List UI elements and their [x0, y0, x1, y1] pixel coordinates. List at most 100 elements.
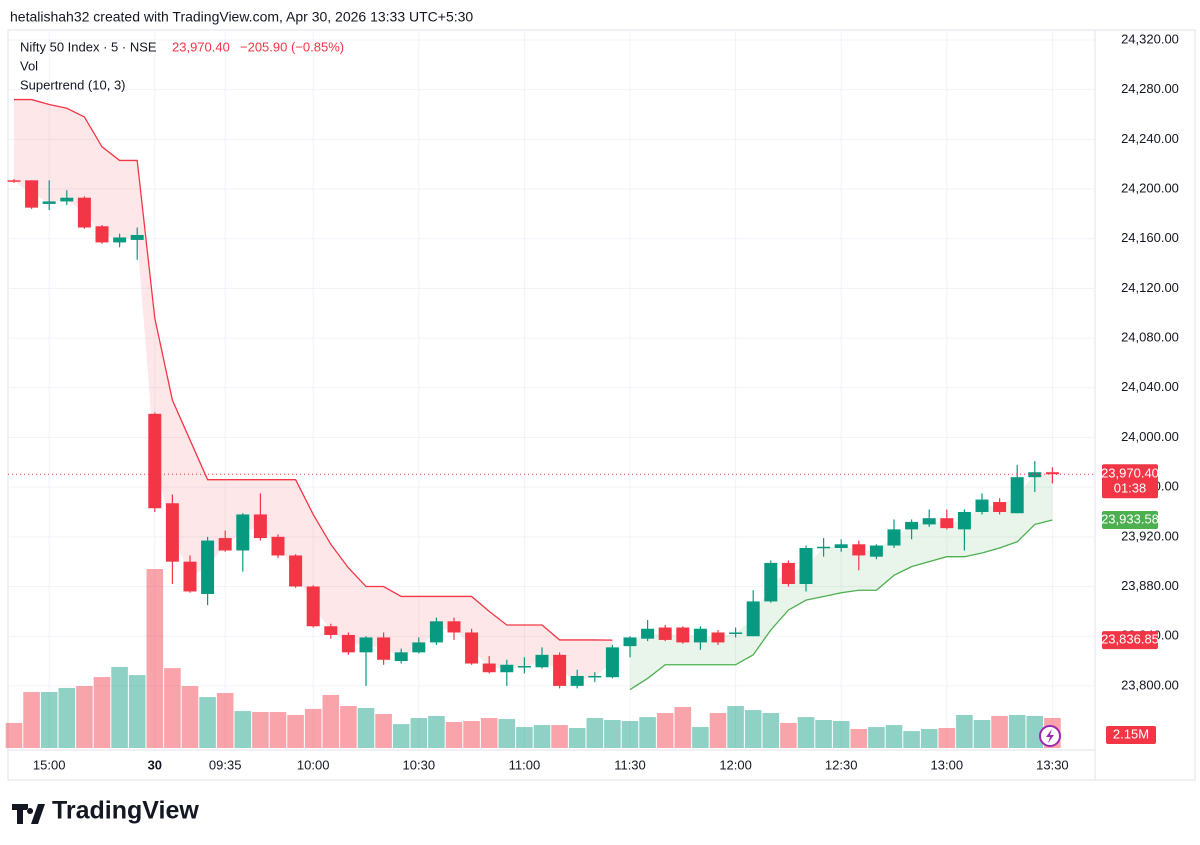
volume-bar	[287, 714, 304, 748]
y-tick-label: 23,920.00	[1121, 528, 1179, 543]
candle-body	[201, 540, 215, 594]
volume-bar	[903, 731, 920, 748]
volume-bar	[93, 677, 111, 748]
x-tick-label: 10:00	[297, 757, 330, 772]
candle-body	[711, 632, 725, 643]
volume-bar	[797, 717, 815, 748]
volume-bar	[146, 569, 164, 748]
candle-body	[658, 627, 672, 640]
volume-bar	[762, 713, 780, 748]
candle-body	[359, 637, 373, 653]
candle-body	[25, 180, 39, 208]
candle-body	[922, 518, 936, 525]
candle-body	[271, 536, 285, 556]
candle-body	[817, 546, 831, 549]
volume-bar	[128, 675, 146, 748]
volume-bar	[586, 718, 604, 748]
supertrend-line	[14, 98, 613, 641]
candle-body	[236, 514, 250, 551]
candle-body	[588, 675, 602, 678]
x-tick-label: 15:00	[33, 757, 66, 772]
y-tick-label: 24,320.00	[1121, 31, 1179, 46]
volume-bar	[357, 707, 375, 748]
volume-bar	[551, 725, 568, 748]
volume-bar	[428, 715, 445, 748]
volume-bar	[568, 727, 586, 748]
candle-body	[377, 637, 391, 660]
volume-bar	[1026, 715, 1044, 748]
y-tick-label: 24,080.00	[1121, 330, 1179, 345]
volume-bar	[410, 718, 428, 748]
volume-bar	[181, 686, 199, 748]
candle-body	[869, 545, 883, 557]
volume-bar	[322, 694, 340, 748]
volume-bar	[375, 713, 392, 748]
legend-change: −205.90 (−0.85%)	[240, 39, 344, 54]
candle-body	[764, 562, 778, 602]
volume-bar	[234, 711, 252, 748]
volume-bar	[5, 722, 23, 748]
candle-body	[693, 628, 707, 643]
volume-bar	[692, 727, 709, 748]
candle-body	[570, 675, 584, 686]
volume-bar	[463, 720, 480, 748]
volume-bar	[744, 710, 762, 748]
candle-body	[746, 601, 760, 637]
x-tick-label: 11:30	[614, 757, 646, 772]
tradingview-logo: TradingView	[12, 797, 199, 825]
volume-bar	[832, 720, 850, 748]
volume-bar	[621, 720, 639, 748]
volume-bar	[304, 708, 322, 748]
volume-bar	[516, 727, 533, 748]
candle-body	[447, 621, 461, 633]
candle-body	[60, 197, 74, 202]
header: hetalishah32 created with TradingView.co…	[10, 9, 473, 25]
volume-bar	[815, 720, 832, 748]
symbol: Nifty 50 Index · 5 · NSE	[20, 39, 157, 54]
candle-body	[993, 502, 1007, 512]
candle-body	[553, 654, 567, 686]
x-tick-label: 09:35	[209, 757, 242, 772]
candle-body	[482, 663, 496, 673]
logo-mark	[12, 804, 45, 824]
y-tick-label: 23,800.00	[1121, 677, 1179, 692]
candle-body	[306, 586, 320, 627]
volume-bar	[780, 722, 797, 748]
candle-body	[130, 234, 144, 240]
candle-body	[781, 562, 795, 585]
candle-body	[500, 664, 514, 673]
last-price-label: 23,970.40	[1101, 466, 1159, 481]
candle-body	[1045, 472, 1059, 475]
candle-body	[729, 632, 743, 634]
candle-body	[165, 503, 179, 562]
candle-body	[218, 538, 232, 551]
volume-bar	[252, 712, 269, 748]
volume-bar	[656, 713, 674, 748]
candle-body	[905, 521, 919, 530]
candle-body	[1028, 472, 1042, 478]
x-tick-label: 12:00	[719, 757, 752, 772]
candle-body	[289, 555, 303, 587]
candle-body	[517, 666, 531, 668]
volume-bar	[727, 706, 744, 748]
y-tick-label: 24,240.00	[1121, 131, 1179, 146]
volume-bar	[639, 717, 656, 748]
candle-body	[676, 627, 690, 643]
y-tick-label: 24,200.00	[1121, 180, 1179, 195]
volume-bar	[58, 687, 76, 748]
volume-bar	[164, 668, 181, 748]
supertrend-tag	[1102, 631, 1158, 650]
volume-label: 2.15M	[1113, 726, 1149, 741]
candle-body	[77, 197, 91, 228]
volume-bar	[216, 692, 234, 748]
volume-bar	[973, 720, 991, 748]
chart-frame	[7, 29, 1196, 781]
volume-bar	[199, 697, 216, 748]
volume-bar	[269, 712, 287, 748]
candle-body	[42, 201, 56, 204]
candle-body	[394, 652, 408, 662]
volume-bar	[76, 686, 93, 748]
volume-bar	[480, 718, 498, 748]
